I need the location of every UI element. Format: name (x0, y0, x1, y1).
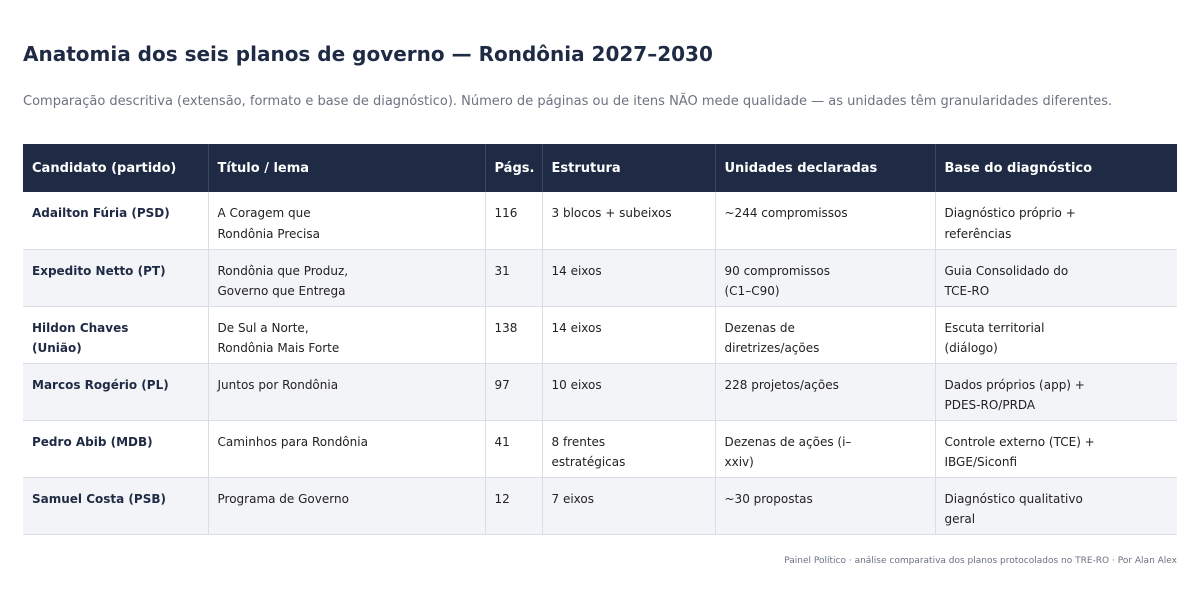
cell-basis: Escuta territorial (diálogo) (935, 306, 1177, 364)
cell-candidate: Hildon Chaves (União) (23, 306, 209, 364)
units-text: Dezenas de ações (i–xxiv) (724, 434, 852, 470)
cell-structure: 14 eixos (542, 306, 716, 364)
basis-text: Diagnóstico próprio + referências (944, 206, 1076, 241)
cell-basis: Controle externo (TCE) + IBGE/Siconfi (935, 420, 1177, 478)
table-row: Expedito Netto (PT) Rondônia que Produz,… (23, 249, 1177, 307)
cell-title: Rondônia que Produz, Governo que Entrega (208, 249, 486, 307)
candidate-name: Expedito Netto (PT) (32, 263, 166, 278)
table-row: Adailton Fúria (PSD) A Coragem que Rondô… (23, 192, 1177, 250)
cell-pages: 31 (485, 249, 543, 307)
cell-pages: 41 (485, 420, 543, 478)
cell-basis: Guia Consolidado do TCE-RO (935, 249, 1177, 307)
cell-title: Caminhos para Rondônia (208, 420, 486, 478)
table-body: Adailton Fúria (PSD) A Coragem que Rondô… (23, 192, 1177, 535)
basis-text: Guia Consolidado do TCE-RO (944, 263, 1069, 299)
source-footer: Painel Político · análise comparativa do… (784, 556, 1177, 566)
cell-title: Programa de Governo (208, 477, 486, 535)
header-basis: Base do diagnóstico (935, 144, 1177, 192)
cell-candidate: Pedro Abib (MDB) (23, 420, 209, 478)
units-text: 90 compromissos (C1–C90) (724, 263, 830, 299)
cell-units: ~244 compromissos (715, 192, 936, 250)
header-title: Título / lema (208, 144, 486, 192)
table-row: Pedro Abib (MDB) Caminhos para Rondônia … (23, 420, 1177, 478)
candidate-name: Hildon Chaves (União) (32, 320, 129, 356)
header-candidate: Candidato (partido) (23, 144, 209, 192)
cell-pages: 97 (485, 363, 543, 421)
cell-basis: Diagnóstico próprio + referências (935, 192, 1177, 250)
cell-structure: 3 blocos + subeixos (542, 192, 716, 250)
structure-text: 10 eixos (551, 377, 602, 392)
cell-candidate: Expedito Netto (PT) (23, 249, 209, 307)
table-row: Hildon Chaves (União) De Sul a Norte, Ro… (23, 306, 1177, 364)
basis-text: Controle externo (TCE) + IBGE/Siconfi (944, 434, 1095, 470)
header-structure: Estrutura (542, 144, 716, 192)
table-row: Marcos Rogério (PL) Juntos por Rondônia … (23, 363, 1177, 421)
cell-title: Juntos por Rondônia (208, 363, 486, 421)
plan-title: Juntos por Rondônia (217, 377, 339, 392)
plan-title: Rondônia que Produz, Governo que Entrega (217, 263, 349, 299)
plans-comparison-table: Candidato (partido) Título / lema Págs. … (23, 144, 1177, 535)
cell-basis: Diagnóstico qualitativo geral (935, 477, 1177, 535)
structure-text: 14 eixos (551, 263, 602, 278)
candidate-name: Adailton Fúria (PSD) (32, 206, 170, 220)
cell-units: 228 projetos/ações (715, 363, 936, 421)
cell-structure: 8 frentes estratégicas (542, 420, 716, 478)
basis-text: Dados próprios (app) + PDES-RO/PRDA (944, 377, 1085, 413)
cell-candidate: Marcos Rogério (PL) (23, 363, 209, 421)
header-row: Candidato (partido) Título / lema Págs. … (23, 144, 1177, 192)
cell-pages: 12 (485, 477, 543, 535)
units-text: Dezenas de diretrizes/ações (724, 320, 820, 356)
page-subtitle: Comparação descritiva (extensão, formato… (23, 94, 1113, 109)
table-header: Candidato (partido) Título / lema Págs. … (23, 144, 1177, 192)
basis-text: Escuta territorial (diálogo) (944, 320, 1045, 356)
header-units: Unidades declaradas (715, 144, 936, 192)
cell-pages: 116 (485, 192, 543, 250)
cell-candidate: Adailton Fúria (PSD) (23, 192, 209, 250)
cell-structure: 7 eixos (542, 477, 716, 535)
basis-text: Diagnóstico qualitativo geral (944, 491, 1083, 527)
plan-title: De Sul a Norte, Rondônia Mais Forte (217, 320, 340, 356)
cell-units: 90 compromissos (C1–C90) (715, 249, 936, 307)
cell-candidate: Samuel Costa (PSB) (23, 477, 209, 535)
plan-title: A Coragem que Rondônia Precisa (217, 206, 320, 241)
table-row: Samuel Costa (PSB) Programa de Governo 1… (23, 477, 1177, 535)
page-title: Anatomia dos seis planos de governo — Ro… (23, 42, 713, 66)
cell-structure: 10 eixos (542, 363, 716, 421)
structure-text: 8 frentes estratégicas (551, 434, 626, 470)
cell-units: Dezenas de diretrizes/ações (715, 306, 936, 364)
header-pages: Págs. (485, 144, 543, 192)
cell-units: ~30 propostas (715, 477, 936, 535)
structure-text: 3 blocos + subeixos (551, 206, 672, 220)
cell-basis: Dados próprios (app) + PDES-RO/PRDA (935, 363, 1177, 421)
cell-structure: 14 eixos (542, 249, 716, 307)
candidate-name: Marcos Rogério (PL) (32, 377, 169, 392)
cell-units: Dezenas de ações (i–xxiv) (715, 420, 936, 478)
cell-title: A Coragem que Rondônia Precisa (208, 192, 486, 250)
cell-title: De Sul a Norte, Rondônia Mais Forte (208, 306, 486, 364)
cell-pages: 138 (485, 306, 543, 364)
structure-text: 14 eixos (551, 320, 602, 335)
